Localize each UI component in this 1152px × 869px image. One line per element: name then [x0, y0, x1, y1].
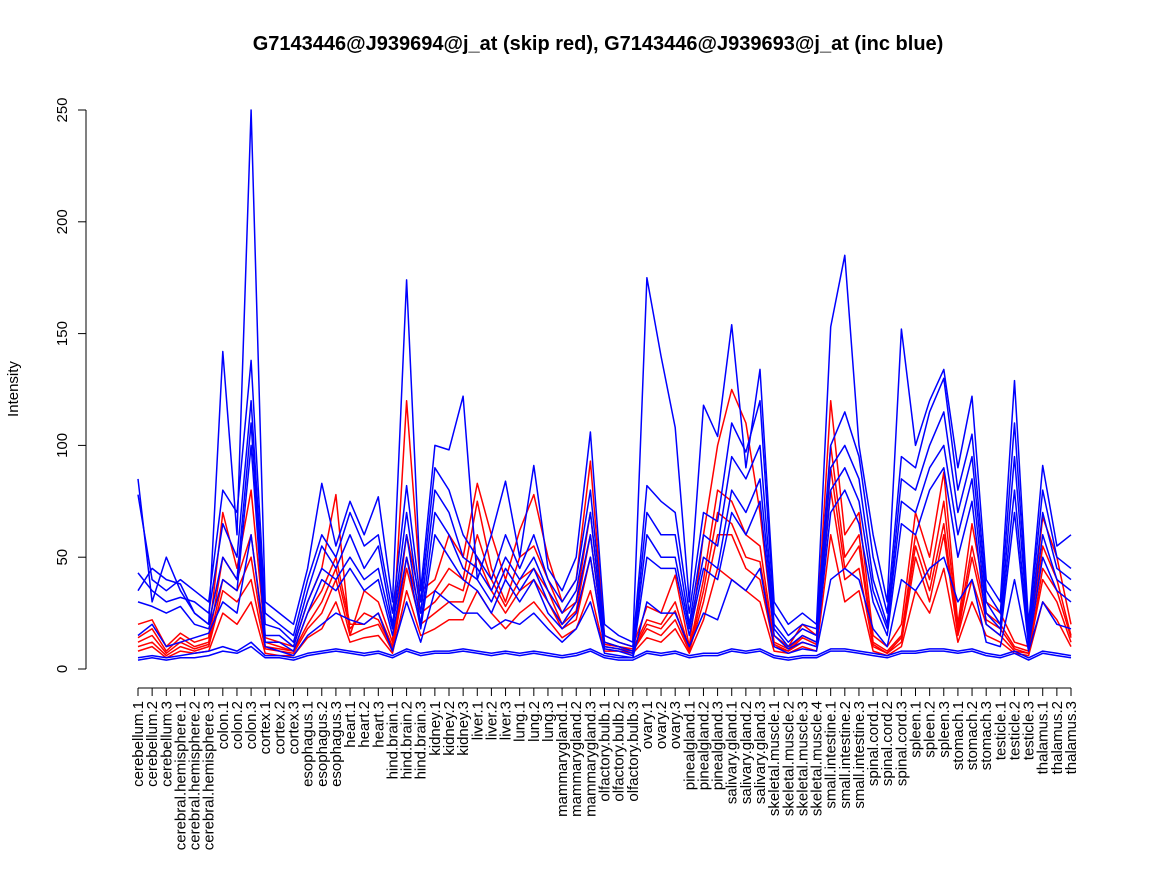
x-tick-label-24: liver.1 [469, 701, 486, 740]
x-tick-label-31: mammarygland.2 [568, 701, 585, 817]
x-tick-label-33: olfactory.bulb.1 [597, 701, 614, 802]
y-axis-label: Intensity [5, 361, 22, 417]
x-tick-label-0: cerebellum.1 [130, 701, 147, 787]
x-tick-label-60: stomach.3 [978, 701, 995, 770]
x-tick-label-61: testicle.1 [992, 701, 1009, 760]
x-tick-label-52: spinal.cord.1 [865, 701, 882, 786]
x-tick-label-49: small.intestine.1 [823, 701, 840, 809]
x-tick-label-65: thalamus.2 [1049, 701, 1066, 774]
y-tick-label-2: 100 [54, 433, 71, 458]
series-group [137, 109, 1072, 661]
x-tick-label-16: heart.2 [356, 701, 373, 748]
x-tick-label-8: colon.3 [243, 701, 260, 749]
x-tick-label-20: hind.brain.3 [413, 701, 430, 779]
series-line-inc-7 [137, 399, 1072, 652]
series-line-inc-9 [137, 444, 1072, 657]
x-tick-label-50: small.intestine.2 [837, 701, 854, 809]
x-tick-label-34: olfactory.bulb.2 [611, 701, 628, 802]
x-tick-label-4: cerebral.hemisphere.2 [187, 701, 204, 850]
series-line-inc-5 [137, 109, 1072, 643]
x-tick-label-38: ovary.3 [667, 701, 684, 749]
x-tick-label-26: liver.3 [498, 701, 515, 740]
x-tick-label-51: small.intestine.3 [851, 701, 868, 809]
x-tick-label-5: cerebral.hemisphere.3 [201, 701, 218, 850]
x-tick-label-17: heart.3 [370, 701, 387, 748]
x-tick-label-48: skeletal.muscle.4 [809, 701, 826, 816]
x-tick-label-45: skeletal.muscle.1 [766, 701, 783, 816]
x-tick-label-13: esophagus.2 [314, 701, 331, 787]
x-tick-label-56: spleen.2 [922, 701, 939, 758]
x-tick-label-30: mammarygland.1 [554, 701, 571, 817]
x-tick-label-7: colon.2 [229, 701, 246, 749]
series-line-inc-6 [137, 359, 1072, 648]
x-tick-label-63: testicle.3 [1021, 701, 1038, 760]
x-tick-label-39: pinealgland.1 [681, 701, 698, 790]
x-tick-label-2: cerebellum.3 [158, 701, 175, 787]
x-axis: cerebellum.1cerebellum.2cerebellum.3cere… [130, 687, 1080, 850]
x-tick-label-11: cortex.3 [286, 701, 303, 754]
x-tick-label-29: lung.3 [540, 701, 557, 742]
x-tick-label-64: thalamus.1 [1035, 701, 1052, 774]
x-tick-label-58: stomach.1 [950, 701, 967, 770]
x-tick-label-46: skeletal.muscle.2 [780, 701, 797, 816]
x-tick-label-14: esophagus.3 [328, 701, 345, 787]
y-tick-label-1: 50 [54, 549, 71, 566]
series-line-inc-11 [137, 645, 1072, 661]
series-line-inc-12 [137, 534, 1072, 659]
y-tick-label-5: 250 [54, 97, 71, 122]
series-line-inc-10 [137, 641, 1072, 659]
x-tick-label-37: ovary.2 [653, 701, 670, 749]
x-tick-label-57: spleen.3 [936, 701, 953, 758]
x-tick-label-59: stomach.2 [964, 701, 981, 770]
x-tick-label-9: cortex.1 [257, 701, 274, 754]
x-tick-label-10: cortex.2 [271, 701, 288, 754]
y-tick-label-4: 200 [54, 209, 71, 234]
x-tick-label-25: liver.2 [483, 701, 500, 740]
x-tick-label-41: pinealgland.3 [710, 701, 727, 790]
y-tick-label-0: 0 [54, 665, 71, 673]
x-tick-label-42: salivary.gland.1 [724, 701, 741, 804]
x-tick-label-43: salivary.gland.2 [738, 701, 755, 804]
x-tick-label-12: esophagus.1 [300, 701, 317, 787]
x-tick-label-3: cerebral.hemisphere.1 [172, 701, 189, 850]
x-tick-label-15: heart.1 [342, 701, 359, 748]
x-tick-label-55: spleen.1 [908, 701, 925, 758]
x-tick-label-44: salivary.gland.3 [752, 701, 769, 804]
x-tick-label-32: mammarygland.3 [582, 701, 599, 817]
x-tick-label-18: hind.brain.1 [384, 701, 401, 779]
x-tick-label-66: thalamus.3 [1063, 701, 1080, 774]
x-tick-label-22: kidney.2 [441, 701, 458, 756]
series-line-skip-4 [137, 467, 1072, 655]
y-tick-label-3: 150 [54, 321, 71, 346]
x-tick-label-27: lung.1 [512, 701, 529, 742]
x-tick-label-19: hind.brain.2 [399, 701, 416, 779]
x-tick-label-62: testicle.2 [1006, 701, 1023, 760]
x-tick-label-40: pinealgland.2 [695, 701, 712, 790]
x-tick-label-6: colon.1 [215, 701, 232, 749]
x-tick-label-54: spinal.cord.3 [893, 701, 910, 786]
x-tick-label-28: lung.2 [526, 701, 543, 742]
x-tick-label-36: ovary.1 [639, 701, 656, 749]
x-tick-label-23: kidney.3 [455, 701, 472, 756]
y-axis: 0 50 100 150 200 250 [54, 97, 87, 673]
x-tick-label-47: skeletal.muscle.3 [794, 701, 811, 816]
x-tick-label-53: spinal.cord.2 [879, 701, 896, 786]
x-tick-label-21: kidney.1 [427, 701, 444, 756]
x-tick-label-35: olfactory.bulb.3 [625, 701, 642, 802]
x-tick-label-1: cerebellum.2 [144, 701, 161, 787]
chart-title: G7143446@J939694@j_at (skip red), G71434… [253, 33, 944, 55]
